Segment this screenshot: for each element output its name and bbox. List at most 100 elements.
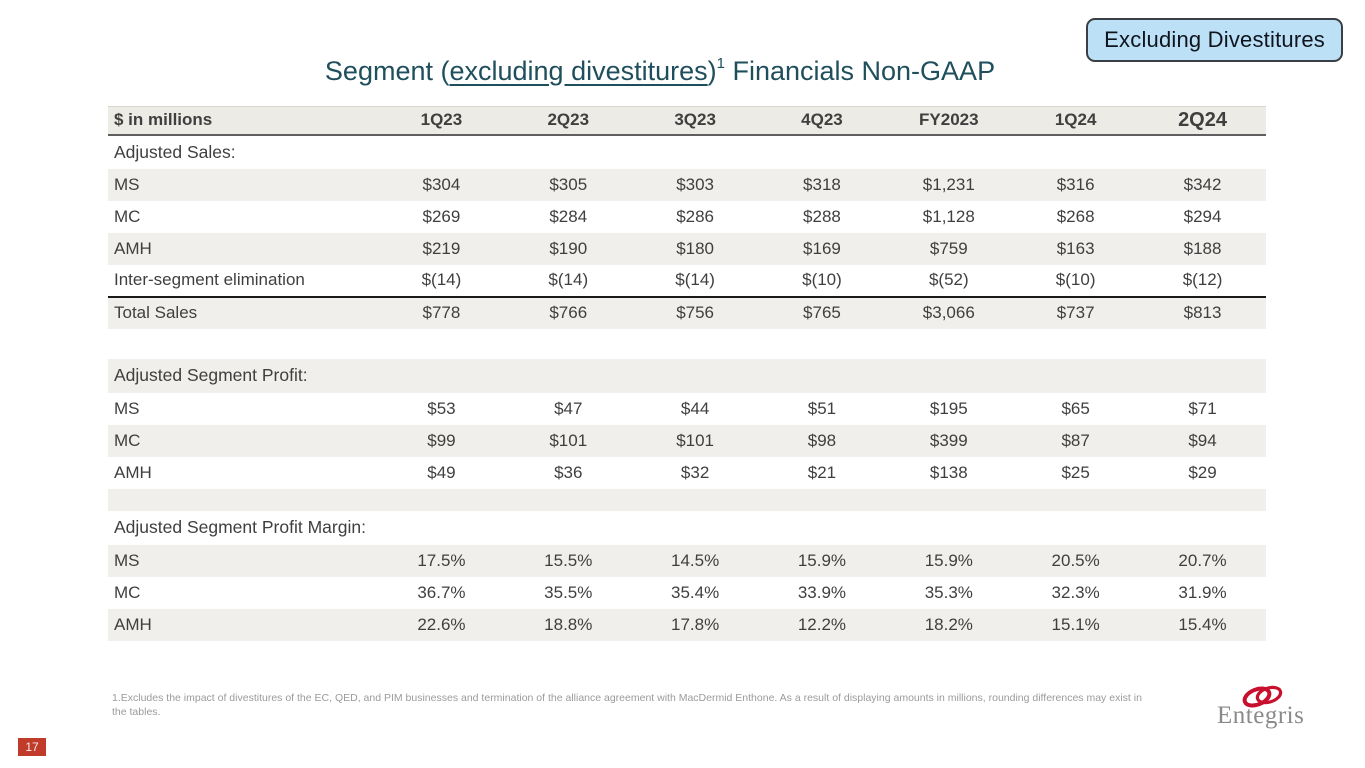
table-row: AMH 22.6% 18.8% 17.8% 12.2% 18.2% 15.1% 15.4% bbox=[108, 608, 1266, 641]
cell-value: 20.7% bbox=[1178, 550, 1227, 570]
row-label: MS bbox=[114, 550, 140, 570]
cell-value: $138 bbox=[929, 462, 968, 482]
row-label: Total Sales bbox=[108, 295, 378, 329]
footnote: 1.Excludes the impact of divestitures of… bbox=[112, 692, 1142, 719]
table-row: MS $304 $305 $303 $318 $1,231 $316 $342 bbox=[108, 168, 1266, 201]
cell-value: 20.5% bbox=[1051, 550, 1100, 570]
cell-value: $737 bbox=[1012, 295, 1140, 329]
cell-value bbox=[378, 489, 505, 511]
segment-financials-table: $ in millions 1Q23 2Q23 3Q23 4Q23 FY2023 1Q24 2… bbox=[108, 106, 1266, 641]
table-row: MC 36.7% 35.5% 35.4% 33.9% 35.3% 32.3% 31.9% bbox=[108, 576, 1266, 609]
cell-value bbox=[759, 135, 886, 169]
table-row: Adjusted Segment Profit Margin: bbox=[108, 510, 1266, 545]
cell-value bbox=[632, 489, 759, 511]
cell-value: $1,231 bbox=[922, 174, 975, 194]
entegris-wordmark: Entegris bbox=[1217, 702, 1305, 729]
entegris-logo: Entegris bbox=[1217, 685, 1317, 732]
column-header: 4Q23 bbox=[758, 106, 886, 136]
cell-value: $269 bbox=[422, 206, 461, 226]
cell-value: 32.3% bbox=[1051, 582, 1100, 602]
column-header: $ in millions bbox=[108, 106, 378, 136]
cell-value: $304 bbox=[422, 174, 461, 194]
cell-value bbox=[505, 359, 632, 393]
cell-value bbox=[1012, 135, 1139, 169]
cell-value: 35.4% bbox=[671, 582, 720, 602]
cell-value bbox=[759, 359, 886, 393]
cell-value bbox=[632, 359, 759, 393]
table-row: MS $53 $47 $44 $51 $195 $65 $71 bbox=[108, 392, 1266, 425]
cell-value: 22.6% bbox=[417, 614, 466, 634]
cell-value bbox=[1139, 359, 1266, 393]
cell-value bbox=[759, 511, 886, 545]
cell-value bbox=[632, 135, 759, 169]
cell-value: $44 bbox=[680, 398, 710, 418]
cell-value bbox=[378, 135, 505, 169]
cell-value: $71 bbox=[1188, 398, 1217, 418]
cell-value: $294 bbox=[1183, 206, 1222, 226]
cell-value: $759 bbox=[929, 238, 968, 258]
cell-value: $(12) bbox=[1182, 270, 1223, 289]
title-prefix: Segment ( bbox=[324, 56, 450, 86]
cell-value: 33.9% bbox=[797, 582, 847, 602]
cell-value bbox=[505, 329, 632, 359]
cell-value bbox=[885, 329, 1012, 359]
cell-value: 36.7% bbox=[417, 582, 466, 602]
row-label: Adjusted Segment Profit Margin: bbox=[114, 517, 366, 537]
cell-value: $53 bbox=[427, 398, 456, 418]
cell-value: $756 bbox=[631, 295, 759, 329]
table-body: Adjusted Sales: MS $304 $305 $303 $318 $1,231 $… bbox=[108, 134, 1266, 641]
page-number-badge: 17 bbox=[18, 738, 46, 756]
cell-value: $169 bbox=[803, 238, 841, 258]
cell-value bbox=[505, 135, 632, 169]
row-label: AMH bbox=[114, 238, 152, 258]
table-row: Inter-segment elimination $(14) $(14) $(14)… bbox=[108, 264, 1266, 297]
column-header: 1Q24 bbox=[1012, 106, 1140, 136]
column-header: 1Q23 bbox=[378, 106, 505, 136]
cell-value bbox=[1139, 511, 1266, 545]
cell-value: $(10) bbox=[1055, 270, 1096, 289]
callout-label: Excluding Divestitures bbox=[1104, 27, 1325, 52]
cell-value bbox=[378, 511, 505, 545]
cell-value: $49 bbox=[427, 462, 456, 482]
row-label: MS bbox=[114, 398, 140, 418]
cell-value: $188 bbox=[1183, 238, 1222, 258]
cell-value: 15.9% bbox=[797, 550, 847, 570]
cell-value: $318 bbox=[803, 174, 841, 194]
cell-value: $51 bbox=[807, 398, 837, 418]
cell-value: $342 bbox=[1183, 174, 1222, 194]
cell-value bbox=[378, 329, 505, 359]
cell-value: $36 bbox=[554, 462, 583, 482]
row-label: Adjusted Sales: bbox=[114, 141, 236, 162]
cell-value: $29 bbox=[1188, 462, 1217, 482]
table-row: MC $269 $284 $286 $288 $1,128 $268 $294 bbox=[108, 200, 1266, 233]
column-header: FY2023 bbox=[885, 106, 1013, 136]
cell-value: $94 bbox=[1188, 430, 1217, 450]
cell-value bbox=[885, 489, 1012, 511]
cell-value: $101 bbox=[549, 430, 588, 450]
table-row: MC $99 $101 $101 $98 $399 $87 $94 bbox=[108, 424, 1266, 457]
cell-value: 15.9% bbox=[924, 550, 973, 570]
cell-value bbox=[885, 511, 1012, 545]
cell-value: $766 bbox=[504, 295, 632, 329]
title-suffix: Financials Non-GAAP bbox=[724, 56, 996, 86]
cell-value: $(52) bbox=[928, 270, 969, 289]
table-header: $ in millions 1Q23 2Q23 3Q23 4Q23 FY2023 1Q24 2… bbox=[108, 106, 1266, 136]
cell-value: $288 bbox=[803, 206, 841, 226]
cell-value bbox=[1139, 489, 1266, 511]
cell-value: $180 bbox=[676, 238, 715, 258]
cell-value: 14.5% bbox=[671, 550, 720, 570]
cell-value bbox=[759, 489, 886, 511]
row-label bbox=[108, 329, 378, 359]
cell-value bbox=[1139, 329, 1266, 359]
cell-value: $268 bbox=[1056, 206, 1095, 226]
row-label: MC bbox=[114, 430, 141, 450]
title-underlined: excluding divestitures bbox=[449, 56, 708, 86]
row-label: Adjusted Segment Profit: bbox=[114, 365, 308, 385]
cell-value: $3,066 bbox=[885, 295, 1013, 329]
cell-value: 12.2% bbox=[797, 614, 847, 634]
table-header-row: $ in millions 1Q23 2Q23 3Q23 4Q23 FY2023 1Q24 2… bbox=[108, 106, 1266, 136]
cell-value bbox=[378, 359, 505, 393]
cell-value: 15.4% bbox=[1178, 614, 1227, 634]
cell-value: $284 bbox=[549, 206, 588, 226]
row-label: MC bbox=[114, 206, 141, 226]
